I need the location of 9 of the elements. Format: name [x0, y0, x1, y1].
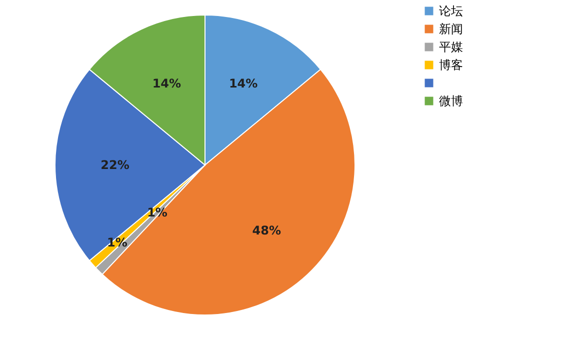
legend-label: 平媒	[439, 40, 463, 54]
legend-label: 博客	[439, 58, 463, 72]
data-label: 14%	[152, 76, 182, 91]
legend-label: 新闻	[439, 22, 463, 36]
legend-label: 微博	[439, 94, 463, 108]
data-label: 48%	[252, 224, 281, 238]
legend-label: 论坛	[439, 4, 463, 18]
data-label: 14%	[228, 76, 258, 91]
data-label: 22%	[100, 158, 130, 172]
